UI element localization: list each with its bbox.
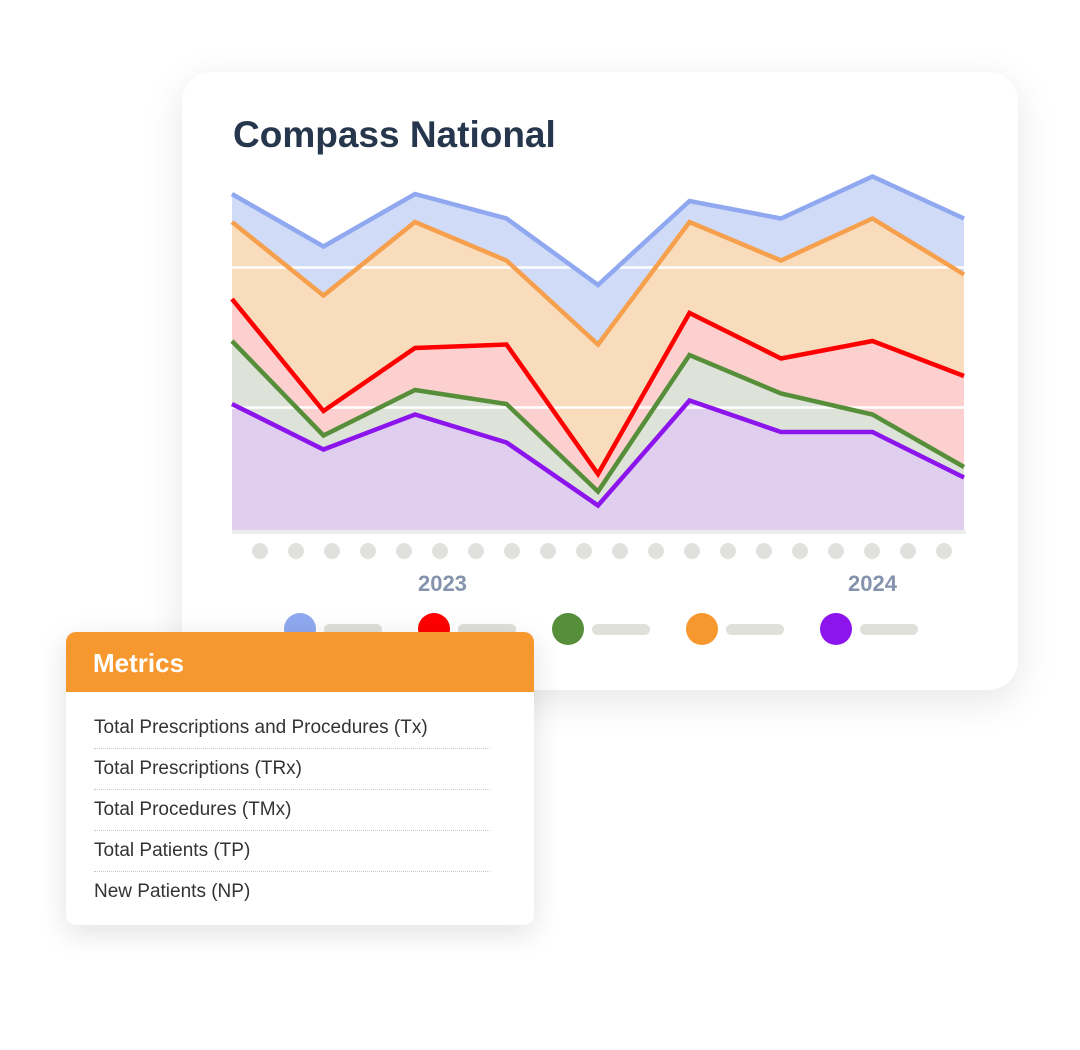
chart-title: Compass National <box>233 114 556 155</box>
x-tick-dot <box>360 543 376 559</box>
legend-swatch-2 <box>552 613 584 645</box>
x-label-2023: 2023 <box>418 571 467 596</box>
x-tick-dot <box>828 543 844 559</box>
series-3-line <box>230 339 966 495</box>
metric-item-np[interactable]: New Patients (NP) <box>94 881 251 902</box>
metrics-list: Total Prescriptions and Procedures (Tx) … <box>66 692 534 912</box>
x-label-2024: 2024 <box>848 571 898 596</box>
metric-item-tx[interactable]: Total Prescriptions and Procedures (Tx) <box>94 708 490 749</box>
x-tick-dot <box>396 543 412 559</box>
x-tick-dot <box>756 543 772 559</box>
metric-item-tmx[interactable]: Total Procedures (TMx) <box>94 790 490 831</box>
x-tick-dot <box>720 543 736 559</box>
x-tick-dot <box>900 543 916 559</box>
legend-label-placeholder-4 <box>860 624 918 635</box>
metrics-title: Metrics <box>66 632 534 692</box>
x-tick-dot <box>324 543 340 559</box>
x-tick-dot <box>864 543 880 559</box>
x-tick-dot <box>432 543 448 559</box>
metrics-panel: Metrics Total Prescriptions and Procedur… <box>66 632 534 925</box>
x-tick-dot <box>288 543 304 559</box>
x-tick-dot <box>468 543 484 559</box>
metric-item-trx[interactable]: Total Prescriptions (TRx) <box>94 749 490 790</box>
series-2-line <box>230 297 965 479</box>
x-tick-dot <box>936 543 952 559</box>
x-tick-dot <box>252 543 268 559</box>
x-tick-dot <box>504 543 520 559</box>
metric-item-tp[interactable]: Total Patients (TP) <box>94 831 490 872</box>
x-tick-dot <box>684 543 700 559</box>
x-tick-dot <box>540 543 556 559</box>
series-1-line <box>230 215 966 348</box>
x-tick-dot <box>612 543 628 559</box>
series-0-line <box>230 174 965 288</box>
series-4-line <box>230 397 966 509</box>
legend-label-placeholder-2 <box>592 624 650 635</box>
x-tick-dot <box>648 543 664 559</box>
legend-swatch-4 <box>820 613 852 645</box>
x-tick-dot <box>576 543 592 559</box>
x-tick-dot <box>792 543 808 559</box>
legend-label-placeholder-3 <box>726 624 784 635</box>
legend-swatch-3 <box>686 613 718 645</box>
x-axis-baseline <box>232 530 966 534</box>
